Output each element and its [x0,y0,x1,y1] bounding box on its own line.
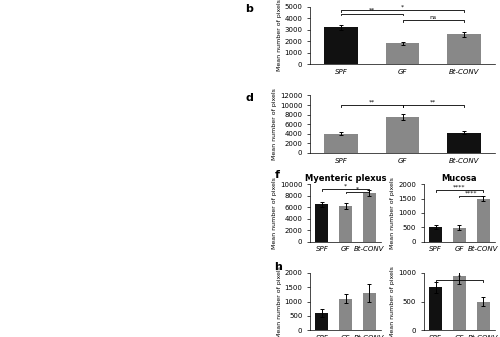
Text: ****: **** [465,190,477,195]
Text: **: ** [368,8,375,13]
Y-axis label: Mean number of pixels: Mean number of pixels [390,266,396,337]
Bar [453,276,466,330]
Bar [429,227,442,242]
Bar [476,198,490,242]
Text: ****: **** [453,184,466,189]
Text: *: * [344,183,347,188]
Bar [363,293,376,330]
Text: **: ** [430,99,436,104]
Bar [429,287,442,330]
Y-axis label: Mean number of pixels: Mean number of pixels [272,88,277,160]
Bar [339,206,352,242]
Title: Myenteric plexus: Myenteric plexus [305,175,386,183]
Text: d: d [245,93,253,103]
Text: a: a [2,7,10,17]
Bar [386,43,420,64]
Bar [316,313,328,330]
Text: b: b [245,4,253,14]
Title: Mucosa: Mucosa [442,175,477,183]
Text: *: * [356,186,359,191]
Bar [476,302,490,330]
Bar [316,204,328,242]
Bar [447,133,481,153]
Y-axis label: Mean number of pixels: Mean number of pixels [276,266,281,337]
Y-axis label: Mean number of pixels: Mean number of pixels [272,177,277,249]
Bar [339,299,352,330]
Text: *: * [458,274,461,279]
Bar [386,117,420,153]
Text: e: e [2,175,10,185]
Text: g: g [2,259,10,270]
Text: c: c [2,91,9,101]
Bar [324,27,358,64]
Text: *: * [401,5,404,9]
Y-axis label: Mean number of pixels: Mean number of pixels [276,0,281,71]
Text: ns: ns [430,15,437,20]
Bar [363,193,376,242]
Text: f: f [274,170,280,180]
Bar [447,34,481,64]
Y-axis label: Mean number of pixels: Mean number of pixels [390,177,396,249]
Bar [453,228,466,242]
Text: **: ** [368,99,375,104]
Text: h: h [274,262,282,272]
Bar [324,134,358,153]
